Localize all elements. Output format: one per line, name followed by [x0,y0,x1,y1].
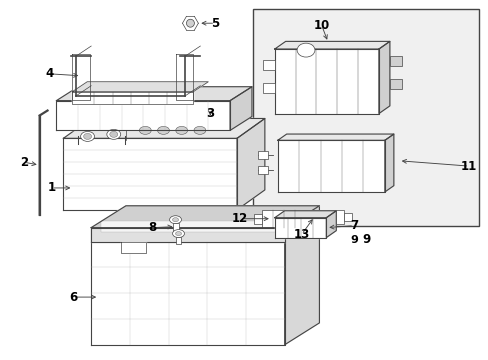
Ellipse shape [297,43,314,57]
Polygon shape [72,54,90,100]
Circle shape [186,19,194,27]
Text: 9: 9 [350,234,358,244]
Text: 9: 9 [361,233,369,246]
Ellipse shape [194,126,205,134]
Text: 6: 6 [69,291,77,303]
Ellipse shape [172,230,184,238]
Bar [309,210,344,224]
Ellipse shape [83,134,91,139]
Text: 1: 1 [47,181,56,194]
Bar [262,210,306,228]
Bar [263,83,274,93]
Bar [344,213,351,221]
Polygon shape [63,118,264,138]
Ellipse shape [175,126,187,134]
Polygon shape [237,118,264,210]
Bar [389,79,401,89]
Ellipse shape [110,131,118,137]
Ellipse shape [169,216,181,224]
Text: 13: 13 [293,228,309,241]
Polygon shape [325,211,336,238]
Bar [252,9,478,226]
Ellipse shape [139,126,151,134]
Ellipse shape [81,131,94,141]
Ellipse shape [175,231,181,235]
Polygon shape [91,228,284,345]
Polygon shape [378,41,389,113]
Polygon shape [274,218,325,238]
Polygon shape [56,87,251,100]
Polygon shape [91,206,319,228]
Polygon shape [91,228,284,242]
Bar [253,214,262,224]
Bar [172,223,178,231]
Polygon shape [384,134,393,192]
Bar [257,166,267,174]
Text: 3: 3 [206,107,214,120]
Polygon shape [121,242,145,253]
Ellipse shape [172,218,178,222]
Polygon shape [277,134,393,140]
Bar [306,214,314,224]
Text: 8: 8 [148,221,157,234]
Text: 5: 5 [211,17,219,30]
Text: 12: 12 [231,212,247,225]
Text: 10: 10 [313,19,329,32]
Text: 2: 2 [20,156,28,168]
Bar [175,237,181,244]
Bar [101,221,276,233]
Polygon shape [274,211,336,218]
Text: 7: 7 [349,219,358,232]
Text: 11: 11 [460,159,476,172]
Text: 4: 4 [45,67,54,80]
Polygon shape [63,138,237,210]
Ellipse shape [157,126,169,134]
Polygon shape [284,206,319,345]
Ellipse shape [106,129,121,139]
Polygon shape [72,92,193,104]
Polygon shape [72,82,208,92]
Polygon shape [230,87,251,130]
Bar [257,151,267,159]
Polygon shape [56,100,230,130]
Polygon shape [175,54,193,100]
Bar [263,60,274,70]
Polygon shape [274,49,378,113]
Polygon shape [274,41,389,49]
Polygon shape [277,140,384,192]
Bar [389,57,401,66]
